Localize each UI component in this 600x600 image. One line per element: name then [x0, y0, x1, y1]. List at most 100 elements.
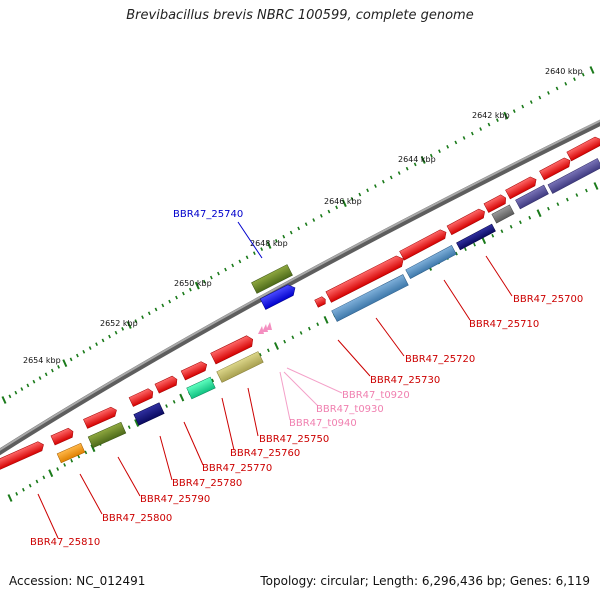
scale-tick — [69, 357, 73, 362]
gene-feature — [505, 176, 537, 200]
gene-feature — [456, 223, 496, 251]
scale-tick — [147, 311, 151, 316]
gene-feature — [399, 229, 447, 261]
inner-tick — [77, 454, 81, 459]
inner-tick — [291, 335, 295, 340]
inner-tick — [593, 182, 599, 190]
inner-tick — [316, 322, 320, 327]
inner-tick — [42, 475, 46, 480]
inner-tick — [84, 450, 88, 455]
gene-feature — [325, 255, 404, 303]
scale-tick — [529, 100, 533, 104]
genome-summary-text: Topology: circular; Length: 6,296,436 bp… — [260, 574, 590, 588]
gene-feature — [314, 296, 326, 308]
gene-feature — [483, 194, 506, 213]
scale-label-2652: 2652 kbp — [100, 319, 138, 328]
gene-feature — [446, 208, 485, 236]
scale-tick — [134, 319, 138, 323]
inner-tick — [299, 331, 303, 335]
scale-tick — [108, 334, 111, 339]
scale-label-2642: 2642 kbp — [472, 111, 510, 120]
gene-feature — [331, 274, 409, 322]
inner-tick — [323, 315, 329, 324]
scale-tick — [20, 387, 24, 391]
scale-tick — [555, 86, 559, 91]
scale-tick — [319, 213, 323, 218]
scale-tick — [389, 175, 393, 180]
scale-tick — [121, 327, 125, 331]
scale-tick — [252, 251, 256, 256]
scale-tick — [581, 72, 585, 77]
gene-label-bbr47-25800: BBR47_25800 — [102, 513, 172, 524]
scale-tick — [420, 156, 426, 164]
scale-tick — [8, 394, 12, 399]
inner-tick — [528, 215, 532, 220]
gene-feature — [83, 406, 117, 429]
scale-tick — [366, 188, 370, 193]
scale-tick — [495, 118, 499, 122]
scale-label-2644: 2644 kbp — [398, 155, 436, 164]
inner-tick — [266, 348, 270, 353]
gene-label-bbr47-25770: BBR47_25770 — [202, 463, 272, 474]
scale-tick — [95, 342, 98, 347]
scale-tick — [209, 275, 213, 280]
inner-tick — [165, 404, 168, 408]
inner-tick — [547, 206, 550, 211]
inner-tick — [63, 463, 67, 467]
scale-tick — [589, 66, 595, 74]
scale-tick — [397, 171, 401, 175]
gene-feature — [56, 442, 86, 464]
scale-tick — [188, 287, 192, 292]
inner-tick — [519, 220, 522, 225]
scale-tick — [202, 279, 206, 284]
scale-tick — [238, 259, 242, 264]
inner-tick — [35, 479, 39, 484]
scale-tick — [341, 199, 347, 208]
gene-feature — [50, 427, 74, 446]
scale-tick — [266, 241, 272, 249]
inner-tick — [56, 467, 60, 471]
genome-title: Brevibacillus brevis NBRC 100599, comple… — [126, 8, 474, 23]
scale-tick — [405, 166, 409, 171]
inner-tick — [283, 339, 287, 344]
gene-label-bbr47-25730: BBR47_25730 — [370, 375, 440, 386]
scale-tick — [175, 295, 178, 300]
gene-label-bbr47-t0920: BBR47_t0920 — [342, 390, 410, 401]
scale-tick — [304, 222, 308, 227]
scale-tick — [154, 307, 158, 312]
gene-feature-bbr47-25740 — [259, 284, 296, 310]
scale-tick — [487, 122, 491, 127]
gene-label-bbr47-25760: BBR47_25760 — [230, 448, 300, 459]
trna-feature — [258, 322, 272, 334]
scale-tick — [512, 109, 516, 113]
inner-tick — [556, 202, 560, 207]
scale-tick — [76, 353, 79, 358]
scale-tick — [141, 315, 144, 320]
scale-tick — [479, 127, 483, 131]
gene-label-bbr47-25750: BBR47_25750 — [259, 434, 329, 445]
inner-tick — [258, 352, 262, 357]
inner-tick — [575, 193, 579, 197]
scale-tick — [454, 140, 458, 145]
scale-tick — [429, 153, 433, 158]
gene-label-bbr47-25780: BBR47_25780 — [172, 478, 242, 489]
scale-tick — [82, 349, 86, 354]
inner-tick — [565, 197, 569, 202]
gene-label-bbr47-25810: BBR47_25810 — [30, 537, 100, 548]
gene-feature — [216, 351, 264, 383]
inner-tick — [22, 487, 25, 492]
scale-tick — [126, 321, 132, 329]
scale-labels: 2640 kbp 2642 kbp 2644 kbp 2646 kbp 2648… — [23, 67, 583, 365]
gene-feature — [128, 388, 154, 407]
scale-tick — [358, 192, 362, 197]
inner-tick — [491, 233, 495, 238]
scale-tick — [374, 184, 377, 188]
scale-tick — [381, 179, 385, 184]
gene-feature — [251, 264, 293, 294]
scale-tick — [413, 162, 417, 167]
scale-tick — [114, 330, 118, 335]
gene-labels[interactable]: BBR47_25700 BBR47_25710 BBR47_25720 BBR4… — [30, 209, 583, 548]
scale-tick — [446, 144, 450, 149]
inner-tick — [509, 224, 513, 229]
